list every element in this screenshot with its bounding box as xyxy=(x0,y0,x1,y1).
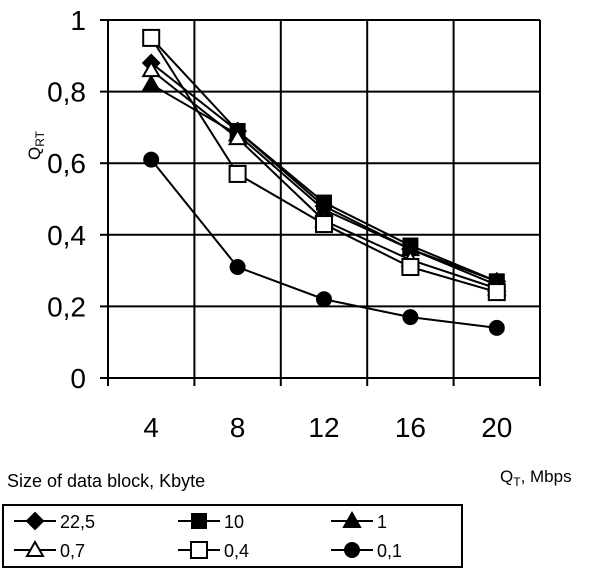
legend-marker xyxy=(191,513,207,529)
series-1 xyxy=(141,53,507,291)
legend: 22,5 10 1 0,7 0,4 0,1 xyxy=(14,510,402,561)
data-point xyxy=(141,74,161,92)
series-line xyxy=(150,37,498,294)
data-point xyxy=(315,215,333,234)
x-tick-label: 12 xyxy=(308,412,339,443)
y-tick-label: 0,6 xyxy=(47,148,86,179)
legend-label: 22,5 xyxy=(60,512,95,532)
series-line xyxy=(150,37,498,283)
data-point xyxy=(143,151,160,168)
x-tick-label: 20 xyxy=(481,412,512,443)
legend-label: 0,4 xyxy=(224,541,249,561)
x-tick-label: 4 xyxy=(143,412,159,443)
x-tick-label: 16 xyxy=(395,412,426,443)
y-tick-label: 0,4 xyxy=(47,220,86,251)
legend-marker xyxy=(190,541,208,559)
legend-label: 10 xyxy=(224,512,244,532)
x-axis-label-unit: , Mbps xyxy=(521,467,572,486)
data-point xyxy=(229,259,246,276)
series-line xyxy=(150,83,498,286)
data-point xyxy=(401,258,420,277)
x-tick-label: 8 xyxy=(230,412,246,443)
data-point xyxy=(316,291,332,308)
x-axis-label: QT, Mbps xyxy=(500,467,572,489)
legend-label: 0,1 xyxy=(377,541,402,561)
series-3 xyxy=(141,74,507,292)
series-2 xyxy=(143,29,505,290)
series-5 xyxy=(142,28,506,302)
x-axis-label-main: Q xyxy=(500,467,513,486)
legend-box xyxy=(2,504,463,568)
legend-marker xyxy=(25,539,45,557)
data-point xyxy=(141,60,161,78)
legend-item: 0,7 xyxy=(14,539,85,561)
x-axis-label-sub: T xyxy=(513,475,521,489)
y-axis-label-main: Q xyxy=(25,147,44,160)
legend-item: 1 xyxy=(331,510,387,532)
legend-item: 0,4 xyxy=(178,541,249,561)
legend-label: 1 xyxy=(377,512,387,532)
legend-item: 0,1 xyxy=(331,541,402,561)
legend-item: 10 xyxy=(178,512,244,532)
y-tick-label: 0,8 xyxy=(47,77,86,108)
legend-marker xyxy=(25,511,45,531)
data-point xyxy=(488,319,505,336)
data-point xyxy=(142,28,161,47)
y-tick-label: 0,2 xyxy=(47,291,86,322)
series-6 xyxy=(143,151,505,336)
y-tick-labels: 0 0,2 0,4 0,6 0,8 1 xyxy=(47,5,86,394)
y-axis-label: QRT xyxy=(25,130,47,160)
data-point xyxy=(228,164,247,183)
y-tick-label: 1 xyxy=(70,5,86,36)
legend-marker xyxy=(342,510,362,528)
legend-item: 22,5 xyxy=(14,511,95,532)
y-tick-label: 0 xyxy=(70,363,86,394)
series-4 xyxy=(141,60,507,296)
legend-title: Size of data block, Kbyte xyxy=(7,471,205,491)
legend-marker xyxy=(344,542,360,558)
series-group xyxy=(141,28,507,336)
y-axis-label-sub: RT xyxy=(33,130,47,146)
data-point xyxy=(227,128,248,146)
data-point xyxy=(487,283,506,302)
data-point xyxy=(402,309,419,326)
axes xyxy=(100,19,541,386)
x-tick-labels: 4 8 12 16 20 xyxy=(143,412,512,443)
series-line xyxy=(150,62,498,283)
legend-label: 0,7 xyxy=(60,541,85,561)
